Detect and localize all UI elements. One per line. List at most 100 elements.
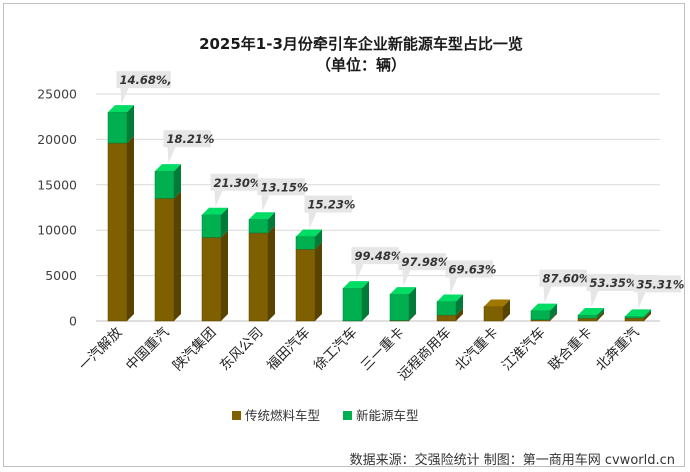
- x-tick-label: 北汽重卡: [452, 325, 501, 374]
- bar-side: [456, 308, 463, 321]
- data-label-pointer: [167, 147, 176, 164]
- bar-side: [597, 308, 604, 319]
- data-label: 15.23%: [308, 198, 356, 212]
- x-tick-label: 江淮汽车: [498, 324, 548, 374]
- bar-top: [155, 164, 181, 172]
- bar-top: [249, 212, 275, 220]
- bar-segment-traditional: [295, 249, 316, 322]
- data-label: 14.68%,: [120, 73, 172, 87]
- chart-subtitle: （单位：辆）: [316, 56, 406, 74]
- y-tick-label: 5000: [45, 268, 77, 283]
- bar-side: [409, 287, 416, 321]
- x-tick-label: 联合重卡: [546, 325, 595, 374]
- data-label-pointer: [308, 212, 317, 229]
- y-tick-label: 15000: [37, 177, 77, 192]
- bar-segment-traditional: [577, 317, 598, 322]
- bar-top: [390, 287, 416, 295]
- data-label: 97.98%: [402, 255, 450, 269]
- y-tick-label: 10000: [37, 223, 77, 238]
- bar-top: [484, 299, 510, 307]
- bar-side: [597, 311, 604, 321]
- bar-segment-traditional: [248, 232, 269, 322]
- bar-segment-traditional: [436, 314, 457, 322]
- bar-side: [268, 212, 275, 233]
- data-label-pointer: [261, 195, 270, 212]
- bar-segment-new-energy: [624, 316, 645, 319]
- bar-segment-new-energy: [154, 170, 175, 199]
- data-label-box: [539, 269, 587, 287]
- data-label-box: [586, 274, 634, 292]
- bar-side: [127, 105, 134, 144]
- bar-segment-new-energy: [201, 214, 222, 238]
- x-tick-label: 一汽解放: [76, 324, 126, 374]
- legend-swatch: [232, 411, 241, 420]
- bar-segment-traditional: [624, 317, 645, 322]
- data-label: 99.48%: [355, 249, 403, 263]
- bar-side: [315, 229, 322, 250]
- bar-side: [644, 311, 651, 321]
- x-tick-label: 东风公司: [217, 325, 266, 374]
- data-label-box: [445, 260, 493, 278]
- data-label: 53.35%: [590, 276, 638, 290]
- x-tick-label: 北奔重汽: [593, 324, 643, 374]
- data-label-pointer: [402, 270, 411, 287]
- data-label-pointer: [637, 292, 646, 309]
- x-tick-label: 福田汽车: [263, 324, 313, 374]
- bar-segment-new-energy: [107, 111, 128, 144]
- x-tick-label: 中国重汽: [123, 324, 173, 374]
- bar-side: [221, 230, 228, 321]
- data-label: 69.63%: [449, 262, 497, 276]
- bar-side: [362, 281, 369, 321]
- bar-top: [343, 281, 369, 289]
- y-tick-label: 0: [69, 314, 77, 329]
- bar-segment-new-energy: [295, 236, 316, 250]
- bar-side: [174, 164, 181, 199]
- data-label-pointer: [590, 291, 599, 308]
- x-tick-label: 陕汽集团: [170, 325, 219, 374]
- bar-top: [437, 294, 463, 302]
- data-label-pointer: [355, 264, 364, 281]
- source-note: 数据来源：交强险统计 制图：第一商用车网 cvworld.cn: [350, 452, 675, 468]
- y-tick-label: 20000: [37, 132, 77, 147]
- bar-side: [550, 303, 557, 320]
- bar-side: [268, 225, 275, 321]
- bar-segment-new-energy: [577, 314, 598, 319]
- bar-segment-new-energy: [342, 287, 363, 322]
- bar-segment-new-energy: [436, 301, 457, 316]
- data-label: 35.31%: [637, 277, 685, 291]
- data-label-pointer: [120, 88, 129, 105]
- data-label-box: [351, 247, 399, 265]
- bar-side: [221, 207, 228, 238]
- bar-segment-traditional: [483, 306, 504, 322]
- legend-label: 新能源车型: [356, 408, 419, 423]
- data-label: 87.60%: [543, 272, 591, 286]
- data-label-pointer: [214, 190, 223, 207]
- data-label-pointer: [543, 286, 552, 303]
- bar-side: [550, 312, 557, 321]
- data-label-box: [116, 71, 171, 89]
- bar-top: [296, 229, 322, 237]
- data-label-box: [398, 253, 446, 271]
- bar-side: [644, 309, 651, 319]
- data-label-box: [633, 275, 681, 293]
- bar-segment-new-energy: [248, 219, 269, 234]
- bar-top: [108, 105, 134, 113]
- bar-top: [578, 308, 604, 316]
- bar-segment-traditional: [154, 198, 175, 322]
- bar-side: [315, 242, 322, 321]
- data-label-box: [163, 130, 211, 148]
- bar-side: [174, 191, 181, 321]
- data-label-pointer: [449, 277, 458, 294]
- x-tick-label: 徐工汽车: [310, 324, 360, 374]
- bar-top: [202, 207, 228, 215]
- bar-segment-new-energy: [530, 310, 551, 320]
- bar-side: [127, 136, 134, 321]
- data-label: 21.30%: [214, 176, 262, 190]
- bar-segment-traditional: [107, 142, 128, 322]
- y-tick-label: 25000: [37, 87, 77, 102]
- data-label-box: [210, 173, 258, 191]
- data-label: 13.15%: [261, 180, 309, 194]
- bar-top: [625, 309, 651, 317]
- bar-top: [531, 303, 557, 311]
